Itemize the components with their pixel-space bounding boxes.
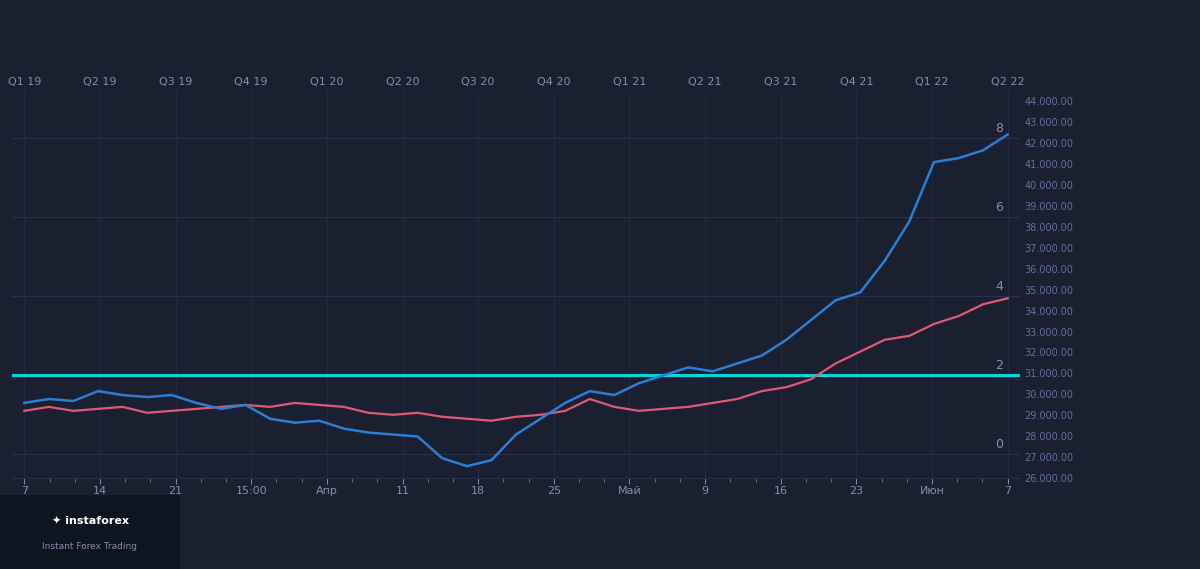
Text: 2: 2 bbox=[995, 359, 1003, 372]
Text: 8: 8 bbox=[995, 122, 1003, 135]
Text: 6: 6 bbox=[995, 201, 1003, 214]
Text: Instant Forex Trading: Instant Forex Trading bbox=[42, 542, 138, 551]
Text: 4: 4 bbox=[995, 280, 1003, 293]
Text: ✦ instaforex: ✦ instaforex bbox=[52, 516, 128, 526]
Text: 0: 0 bbox=[995, 438, 1003, 451]
